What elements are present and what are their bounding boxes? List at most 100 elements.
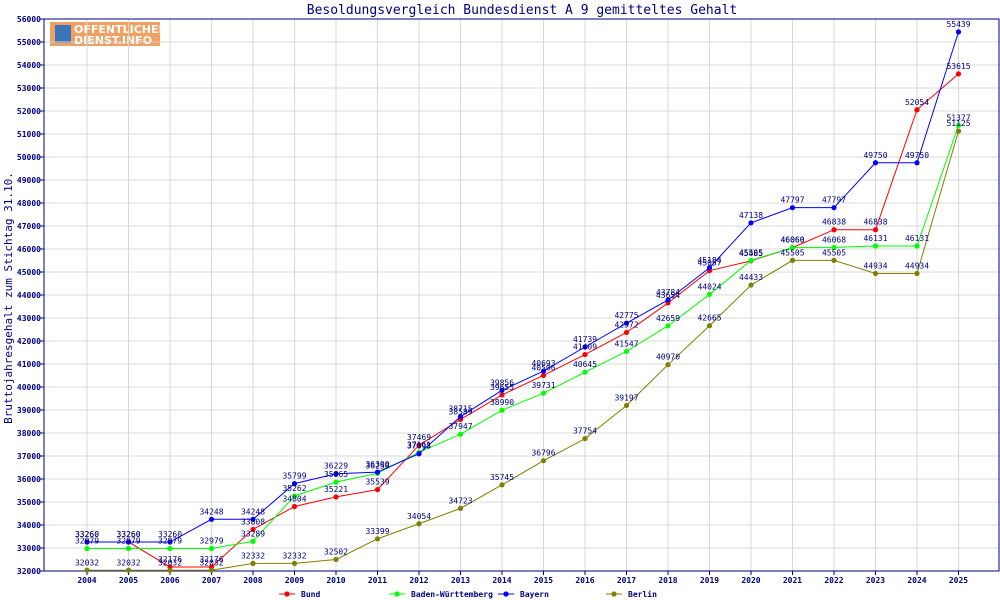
data-point-berlin: [872, 270, 879, 277]
data-label-baden-w-rttemberg: 32979: [116, 536, 140, 545]
data-label-berlin: 32332: [282, 551, 306, 560]
data-point-baden-w-rttemberg: [665, 323, 671, 329]
data-label-baden-w-rttemberg: 35262: [282, 484, 306, 493]
data-label-bayern: 43784: [656, 288, 680, 297]
data-point-berlin: [623, 402, 630, 409]
data-label-bayern: 40693: [531, 359, 555, 368]
x-axis: 2004 2005 2006 2007 2008 2009 2010 2011 2012 2013…: [77, 571, 968, 585]
data-label-baden-w-rttemberg: 51377: [946, 113, 970, 122]
data-label-bund: 45057: [697, 259, 721, 268]
data-point-baden-w-rttemberg: [333, 479, 339, 485]
data-label-baden-w-rttemberg: 38990: [490, 398, 514, 407]
y-tick-label: 52000: [17, 107, 41, 116]
data-point-baden-w-rttemberg: [250, 538, 256, 544]
data-label-bund: 53615: [946, 62, 970, 71]
data-label-baden-w-rttemberg: 39731: [531, 381, 555, 390]
data-point-berlin: [955, 128, 962, 134]
x-tick-label: 2005: [119, 576, 138, 585]
grid: [44, 18, 999, 572]
x-tick-label: 2023: [866, 576, 885, 585]
data-point-bayern: [914, 160, 920, 166]
y-tick-label: 43000: [17, 314, 41, 323]
x-tick-label: 2015: [534, 576, 553, 585]
data-label-bund: 37469: [407, 433, 431, 442]
x-tick-label: 2018: [658, 576, 677, 585]
data-point-bund: [831, 227, 837, 233]
data-label-bayern: 42775: [614, 311, 638, 320]
data-label-bayern: 33260: [75, 530, 99, 539]
data-label-berlin: 32032: [75, 558, 99, 567]
data-point-berlin: [540, 458, 547, 464]
data-label-berlin: 40970: [656, 353, 680, 362]
y-tick-label: 49000: [17, 176, 41, 185]
data-label-baden-w-rttemberg: 46060: [780, 236, 804, 245]
data-label-bund: 43654: [656, 291, 680, 300]
y-tick-label: 38000: [17, 429, 41, 438]
chart-title: Besoldungsvergleich Bundesdienst A 9 gem…: [307, 3, 737, 18]
y-tick-label: 44000: [17, 291, 41, 300]
data-label-bayern: 34248: [241, 507, 265, 516]
data-point-baden-w-rttemberg: [291, 493, 298, 499]
data-label-berlin: 45505: [822, 248, 846, 257]
data-point-baden-w-rttemberg: [125, 545, 132, 552]
data-label-berlin: 44433: [739, 273, 763, 282]
data-point-bayern: [84, 539, 90, 545]
legend: Bund Baden-Württemberg Bayern Berlin: [279, 589, 657, 599]
legend-label-baden-w-rttemberg: Baden-Württemberg: [411, 590, 493, 599]
data-point-bund: [291, 503, 298, 510]
data-label-baden-w-rttemberg: 40645: [573, 360, 597, 369]
data-label-bund: 41409: [573, 343, 597, 352]
legend-marker-baden-w-rttemberg: [394, 591, 400, 597]
data-point-baden-w-rttemberg: [914, 243, 920, 249]
y-tick-label: 34000: [17, 521, 41, 530]
data-point-berlin: [291, 560, 298, 566]
data-label-bayern: 45184: [697, 256, 721, 265]
data-label-bund: 38589: [448, 407, 472, 416]
data-point-baden-w-rttemberg: [167, 545, 173, 552]
data-label-berlin: 32332: [241, 551, 265, 560]
y-tick-label: 35000: [17, 498, 41, 507]
logo-line-2: DIENST.INFO: [74, 34, 152, 47]
data-label-baden-w-rttemberg: 46131: [863, 234, 887, 243]
data-point-bayern: [831, 205, 837, 211]
x-tick-label: 2025: [949, 576, 968, 585]
data-point-baden-w-rttemberg: [208, 545, 215, 552]
data-label-berlin: 32032: [116, 558, 140, 567]
legend-label-berlin: Berlin: [628, 589, 657, 599]
data-label-berlin: 45505: [780, 248, 804, 257]
x-tick-label: 2012: [409, 576, 428, 585]
data-point-berlin: [665, 362, 671, 368]
data-point-baden-w-rttemberg: [499, 407, 505, 413]
data-point-bund: [416, 442, 422, 448]
data-point-bayern: [333, 471, 339, 477]
y-axis-label: Bruttojahresgehalt zum Stichtag 31.10.: [2, 172, 15, 424]
x-tick-label: 2016: [575, 576, 594, 585]
data-point-bund: [499, 392, 505, 398]
data-point-bayern: [291, 481, 298, 487]
data-label-bund: 35221: [324, 485, 348, 494]
data-label-bayern: 47797: [780, 196, 804, 205]
data-point-berlin: [789, 257, 796, 263]
data-label-berlin: 32032: [158, 558, 182, 567]
data-label-berlin: 42665: [697, 314, 721, 323]
x-tick-label: 2024: [907, 576, 926, 585]
data-label-berlin: 32502: [324, 547, 348, 556]
data-label-baden-w-rttemberg: 36250: [365, 461, 389, 470]
data-label-baden-w-rttemberg: 37947: [448, 422, 472, 431]
y-tick-label: 46000: [17, 245, 41, 254]
data-point-berlin: [457, 505, 464, 511]
data-label-baden-w-rttemberg: 44024: [697, 282, 721, 291]
data-label-bayern: 39856: [490, 378, 514, 387]
data-point-baden-w-rttemberg: [789, 245, 796, 251]
data-point-bayern: [706, 265, 713, 271]
data-point-berlin: [374, 536, 381, 542]
data-label-bayern: 36229: [324, 462, 348, 471]
y-tick-label: 36000: [17, 475, 41, 484]
y-tick-label: 42000: [17, 337, 41, 346]
data-label-bund: 42372: [614, 320, 638, 329]
data-label-bund: 33260: [75, 530, 99, 539]
x-tick-label: 2007: [202, 576, 221, 585]
x-tick-label: 2008: [243, 576, 262, 585]
y-tick-label: 53000: [17, 84, 41, 93]
data-point-berlin: [333, 556, 339, 563]
